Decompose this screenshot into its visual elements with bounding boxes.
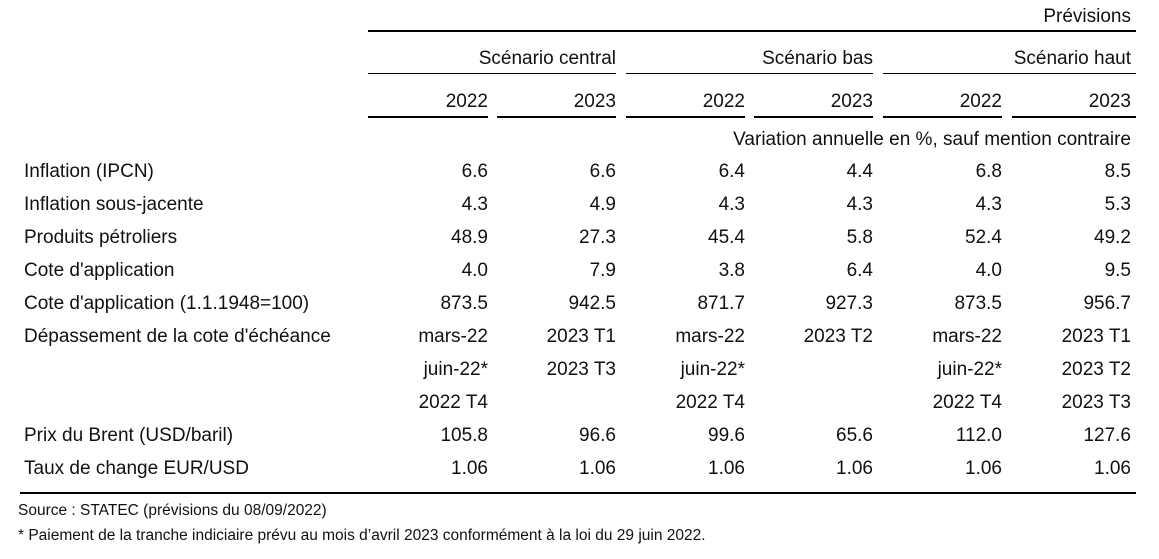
table-cell: 2023 T1 [1061,326,1131,347]
year-header: 2022 [702,91,745,112]
scenario-bas-rule [626,73,873,74]
table-cell: 1.06 [708,458,745,479]
table-cell: 45.4 [708,227,745,248]
row-label: Prix du Brent (USD/baril) [24,425,234,446]
row-label: Inflation (IPCN) [24,161,154,182]
table-cell: 4.3 [461,194,488,215]
scenario-bas-heading: Scénario bas [762,48,873,69]
table-cell: 127.6 [1083,425,1131,446]
scenario-central-heading: Scénario central [478,48,616,69]
table-cell: 48.9 [451,227,488,248]
table-cell: 1.06 [451,458,488,479]
scenario-haut-rule [883,73,1136,74]
table-cell: 1.06 [836,458,873,479]
table-cell: juin-22* [680,359,745,380]
table-bottom-rule [20,492,1136,494]
table-cell: 2023 T3 [1061,392,1131,413]
table-cell: 2023 T3 [546,359,616,380]
table-cell: 1.06 [579,458,616,479]
table-cell: 9.5 [1104,260,1131,281]
table-cell: 52.4 [965,227,1002,248]
table-cell: 6.6 [461,161,488,182]
year-rule [1012,116,1136,118]
table-cell: 2023 T1 [546,326,616,347]
year-rule [368,116,488,118]
table-cell: 2022 T4 [932,392,1002,413]
table-cell: 4.0 [975,260,1002,281]
table-cell: 2022 T4 [418,392,488,413]
table-cell: 65.6 [836,425,873,446]
table-cell: 7.9 [589,260,616,281]
year-rule [497,116,616,118]
year-header: 2023 [830,91,873,112]
row-label: Cote d'application [24,260,175,281]
table-cell: 2023 T2 [1061,359,1131,380]
table-cell: 27.3 [579,227,616,248]
table-cell: 4.3 [975,194,1002,215]
table-cell: 927.3 [825,293,873,314]
table-cell: 105.8 [440,425,488,446]
header-top-rule [368,30,1136,32]
table-cell: 4.3 [718,194,745,215]
table-cell: 8.5 [1104,161,1131,182]
year-header: 2023 [1088,91,1131,112]
table-cell: juin-22* [937,359,1002,380]
table-cell: juin-22* [423,359,488,380]
table-cell: mars-22 [932,326,1002,347]
row-label: Produits pétroliers [24,227,178,248]
table-cell: 2022 T4 [675,392,745,413]
table-cell: 871.7 [697,293,745,314]
table-cell: 5.3 [1104,194,1131,215]
table-cell: 5.8 [846,227,873,248]
table-cell: 956.7 [1083,293,1131,314]
table-cell: 6.8 [975,161,1002,182]
table-cell: 6.6 [589,161,616,182]
table-cell: 942.5 [568,293,616,314]
year-header: 2022 [959,91,1002,112]
year-rule [754,116,873,118]
table-cell: 112.0 [955,425,1002,446]
table-cell: mars-22 [675,326,745,347]
table-cell: 1.06 [965,458,1002,479]
table-cell: mars-22 [418,326,488,347]
table-cell: 6.4 [718,161,745,182]
table-cell: 1.06 [1094,458,1131,479]
table-cell: 99.6 [708,425,745,446]
row-label: Dépassement de la cote d'échéance [24,326,331,347]
footnote: * Paiement de la tranche indiciaire prév… [18,527,706,544]
table-cell: 4.0 [461,260,488,281]
table-cell: 4.3 [846,194,873,215]
table-cell: 4.9 [589,194,616,215]
table-cell: 49.2 [1094,227,1131,248]
table-cell: 873.5 [954,293,1002,314]
unit-note: Variation annuelle en %, sauf mention co… [733,129,1131,150]
scenario-haut-heading: Scénario haut [1013,48,1131,69]
row-label: Inflation sous-jacente [24,194,204,215]
row-label: Cote d'application (1.1.1948=100) [24,293,310,314]
row-label: Taux de change EUR/USD [24,458,249,479]
previsions-heading: Prévisions [1043,6,1131,27]
scenario-central-rule [368,73,616,74]
year-header: 2023 [573,91,616,112]
table-cell: 3.8 [718,260,745,281]
table-cell: 6.4 [846,260,873,281]
table-cell: 873.5 [440,293,488,314]
table-cell: 4.4 [846,161,873,182]
table-cell: 96.6 [579,425,616,446]
table-cell: 2023 T2 [803,326,873,347]
source-note: Source : STATEC (prévisions du 08/09/202… [18,502,327,519]
year-header: 2022 [445,91,488,112]
year-rule [883,116,1002,118]
year-rule [626,116,745,118]
